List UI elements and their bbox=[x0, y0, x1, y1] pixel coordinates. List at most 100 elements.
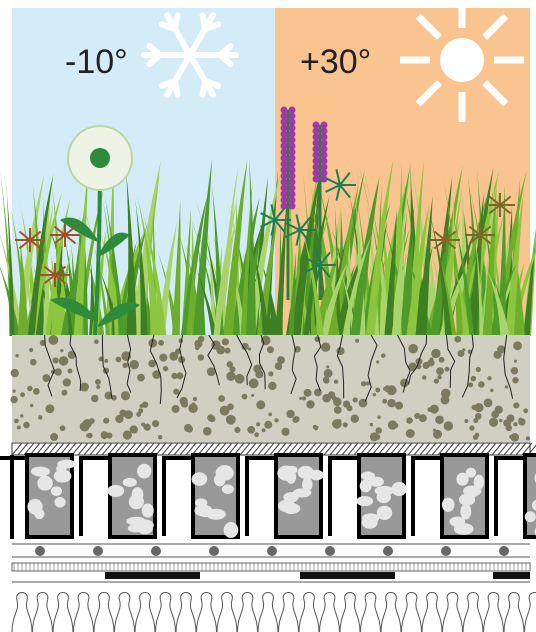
grass-blade bbox=[181, 207, 192, 336]
grass-blade bbox=[97, 160, 125, 336]
grass-blade bbox=[523, 243, 536, 336]
grass-blade bbox=[423, 206, 457, 336]
gravel bbox=[342, 422, 348, 428]
hatch-stroke bbox=[431, 442, 443, 456]
gravel bbox=[414, 412, 421, 420]
grass-blade bbox=[522, 227, 536, 336]
gravel bbox=[158, 339, 165, 346]
hatch-stroke bbox=[437, 442, 449, 456]
gravel bbox=[122, 430, 132, 440]
sun-ray bbox=[415, 80, 442, 107]
grass-blade bbox=[55, 247, 74, 336]
gravel bbox=[221, 338, 230, 346]
hatch-stroke bbox=[17, 442, 29, 456]
hatch-stroke bbox=[95, 442, 107, 456]
gravel bbox=[96, 385, 101, 390]
snow-arm bbox=[187, 52, 216, 98]
gravel bbox=[518, 417, 523, 422]
blossom bbox=[320, 121, 328, 129]
palmate-leaf bbox=[339, 184, 351, 199]
blossom bbox=[320, 151, 328, 159]
grass-blade bbox=[17, 241, 28, 336]
grass-blade bbox=[391, 255, 407, 336]
sedge-leaf bbox=[433, 239, 446, 250]
grass-blade bbox=[223, 160, 248, 336]
blossom bbox=[288, 202, 296, 210]
grass-blade bbox=[292, 196, 324, 336]
gravel bbox=[427, 359, 435, 367]
gravel bbox=[100, 431, 109, 440]
sedge-leaf bbox=[54, 274, 67, 285]
hatch-stroke bbox=[251, 442, 263, 456]
stone bbox=[458, 493, 476, 506]
hatch-stroke bbox=[245, 442, 257, 456]
gravel bbox=[122, 362, 128, 369]
gravel bbox=[436, 367, 444, 376]
spacer bbox=[267, 546, 277, 556]
joint-bar bbox=[493, 572, 530, 579]
hatch-stroke bbox=[167, 442, 179, 456]
gravel bbox=[241, 393, 248, 400]
gravel bbox=[52, 357, 59, 364]
palmate-leaf bbox=[270, 219, 276, 236]
gravel bbox=[197, 354, 205, 361]
grass-blade bbox=[476, 189, 502, 336]
gravel bbox=[346, 405, 353, 412]
spacer bbox=[151, 546, 161, 556]
stone bbox=[449, 516, 466, 527]
insulation-wave bbox=[196, 592, 217, 632]
hatch-stroke bbox=[173, 442, 185, 456]
blossom bbox=[280, 166, 288, 174]
blossom bbox=[288, 178, 296, 186]
gravel bbox=[474, 402, 484, 413]
drain-wall bbox=[79, 456, 110, 536]
grass-blade bbox=[288, 252, 297, 336]
grass-blade bbox=[30, 192, 62, 336]
blossom bbox=[312, 121, 320, 129]
sedge-leaf bbox=[444, 239, 457, 250]
gravel bbox=[79, 382, 89, 392]
gravel bbox=[472, 434, 479, 440]
gravel bbox=[523, 408, 529, 414]
gravel bbox=[427, 407, 433, 412]
drain-wall bbox=[245, 456, 276, 536]
gravel bbox=[260, 335, 271, 346]
gravel bbox=[320, 342, 331, 352]
stone bbox=[122, 477, 137, 487]
sedge-leaf bbox=[433, 230, 446, 241]
palmate-leaf bbox=[319, 251, 331, 266]
gravel bbox=[372, 392, 377, 397]
gravel bbox=[48, 335, 59, 345]
grass-blade bbox=[417, 195, 433, 336]
sedge-leaf bbox=[43, 265, 56, 276]
insulation-wave bbox=[11, 592, 33, 632]
insulation-wave bbox=[483, 592, 504, 632]
gravel bbox=[226, 361, 233, 368]
insulation-wave bbox=[257, 592, 279, 632]
insulation-wave bbox=[442, 592, 463, 632]
palmate-leaf bbox=[315, 264, 321, 281]
stone bbox=[31, 466, 50, 477]
seed-core bbox=[90, 148, 110, 168]
hatch-stroke bbox=[239, 442, 251, 456]
gravel bbox=[469, 425, 475, 431]
gravel bbox=[241, 342, 249, 351]
root bbox=[176, 334, 187, 399]
grass-blade bbox=[240, 184, 253, 336]
gravel bbox=[264, 420, 273, 429]
grass-blade bbox=[456, 194, 488, 336]
gravel bbox=[115, 356, 122, 363]
gravel bbox=[433, 378, 440, 384]
gravel bbox=[408, 343, 418, 354]
palmate-leaf bbox=[339, 171, 351, 186]
gravel bbox=[313, 388, 322, 397]
grass-blade bbox=[334, 203, 341, 336]
palmate-leaf bbox=[285, 222, 301, 231]
gravel bbox=[179, 396, 188, 406]
gravel bbox=[111, 394, 117, 401]
stone bbox=[359, 479, 372, 493]
sedge-leaf bbox=[468, 225, 481, 236]
grass-blade bbox=[384, 209, 397, 336]
gravel bbox=[219, 405, 230, 416]
gravel bbox=[14, 418, 19, 424]
